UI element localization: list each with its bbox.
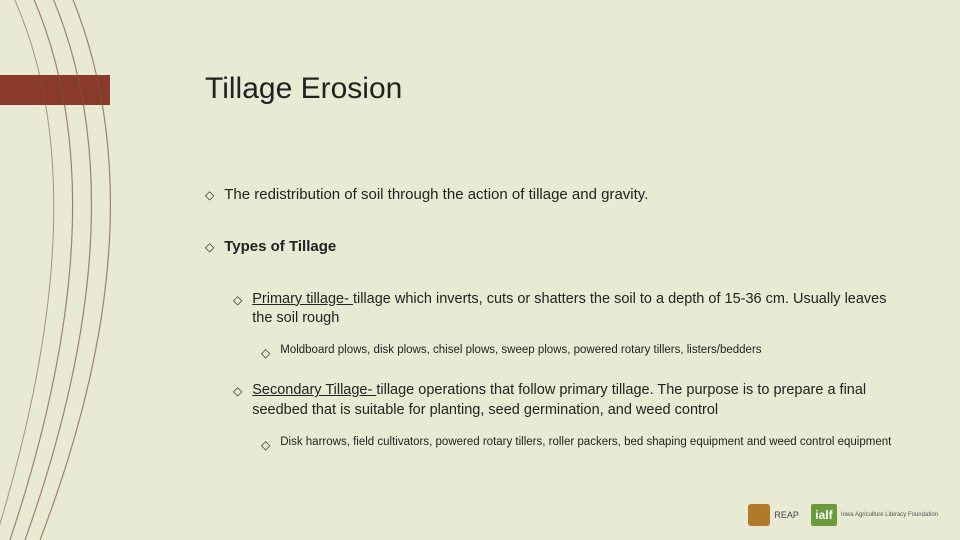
ialf-logo-sub: Iowa Agriculture Literacy Foundation (841, 512, 938, 518)
bullet-lvl3: ◇ Moldboard plows, disk plows, chisel pl… (261, 343, 905, 362)
content-region: ◇ The redistribution of soil through the… (205, 185, 905, 473)
footer-logos: REAP ialf Iowa Agriculture Literacy Foun… (748, 504, 938, 526)
diamond-icon: ◇ (205, 237, 214, 256)
diamond-icon: ◇ (261, 343, 270, 362)
diamond-icon: ◇ (233, 290, 242, 309)
bullet-lvl1: ◇ The redistribution of soil through the… (205, 185, 905, 205)
diamond-icon: ◇ (205, 185, 214, 204)
diamond-icon: ◇ (261, 435, 270, 454)
reap-logo-icon (748, 504, 770, 526)
bullet-lvl3: ◇ Disk harrows, field cultivators, power… (261, 435, 905, 454)
diamond-icon: ◇ (233, 381, 242, 400)
bullet-lvl1: ◇ Types of Tillage (205, 237, 905, 257)
reap-logo-text: REAP (774, 510, 799, 520)
bullet-text: Secondary Tillage- tillage operations th… (252, 381, 905, 420)
slide-title: Tillage Erosion (205, 72, 402, 106)
reap-logo: REAP (748, 504, 799, 526)
bullet-label: Secondary Tillage- (252, 382, 376, 398)
ialf-logo: ialf Iowa Agriculture Literacy Foundatio… (811, 504, 938, 526)
ialf-logo-icon: ialf (811, 504, 837, 526)
bullet-text: The redistribution of soil through the a… (224, 185, 648, 205)
bullet-text: Primary tillage- tillage which inverts, … (252, 290, 905, 329)
accent-bar (0, 75, 110, 105)
bullet-label: Primary tillage- (252, 291, 353, 307)
bullet-lvl2: ◇ Primary tillage- tillage which inverts… (233, 290, 905, 329)
bullet-lvl2: ◇ Secondary Tillage- tillage operations … (233, 381, 905, 420)
bullet-text: Types of Tillage (224, 237, 336, 257)
bullet-text: Moldboard plows, disk plows, chisel plow… (280, 343, 761, 359)
bullet-text: Disk harrows, field cultivators, powered… (280, 435, 891, 451)
